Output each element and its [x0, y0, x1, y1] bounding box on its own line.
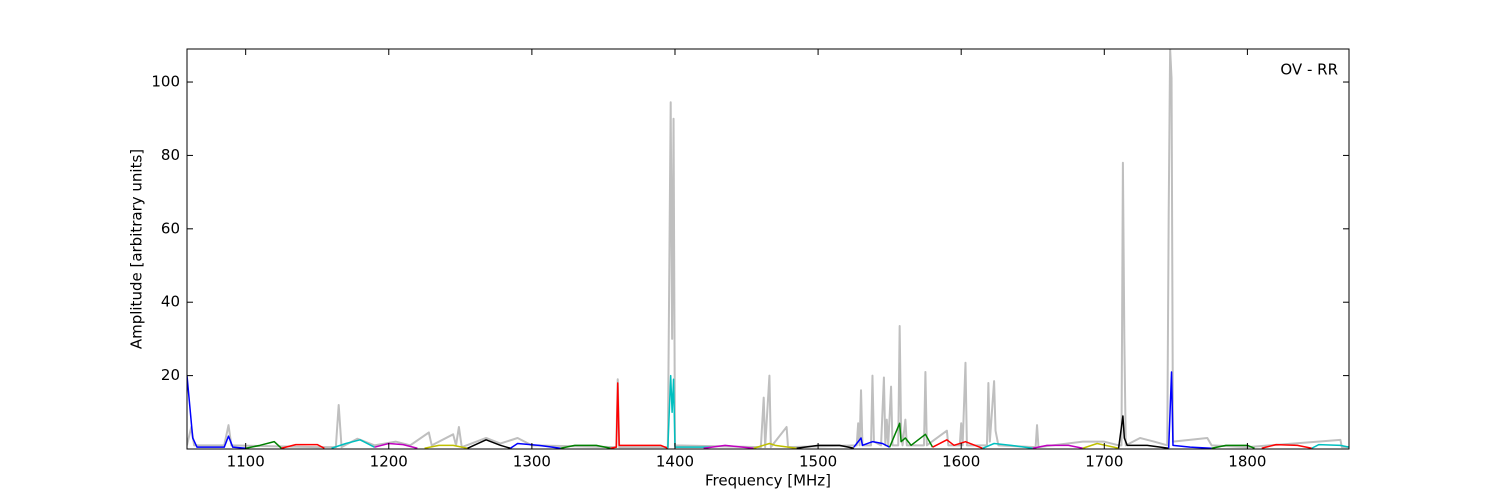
x-tick-label: 1600 [942, 453, 980, 471]
series-line [853, 437, 890, 448]
series-line [1082, 442, 1119, 449]
series-line [982, 442, 1033, 449]
annotation: OV - RR [1280, 61, 1338, 79]
series-line [281, 443, 325, 449]
series-line [509, 442, 561, 449]
series-line [187, 375, 246, 449]
plot-lines [187, 49, 1349, 449]
series-line [560, 444, 611, 449]
y-tick-label: 80 [161, 146, 180, 164]
series-line [796, 444, 855, 449]
y-tick-label: 20 [161, 366, 180, 384]
x-tick-label: 1700 [1085, 453, 1123, 471]
series-line [888, 422, 934, 448]
y-axis-label: Amplitude [arbitrary units] [128, 149, 146, 349]
series-line [1117, 415, 1169, 449]
series-line [331, 439, 375, 449]
series-line [1167, 371, 1212, 449]
series-line [1261, 443, 1312, 449]
y-tick-label: 100 [151, 73, 180, 91]
series-line [703, 444, 754, 449]
y-tick-label: 60 [161, 219, 180, 237]
x-tick-label: 1300 [513, 453, 551, 471]
y-tick-label: 40 [161, 293, 180, 311]
series-line [1211, 444, 1255, 449]
series-line [1032, 444, 1083, 449]
x-axis-label: Frequency [MHz] [705, 472, 831, 490]
series-line [374, 442, 418, 449]
series-line [245, 440, 282, 449]
series-line [753, 442, 797, 449]
series-line [610, 382, 669, 449]
x-tick-label: 1400 [656, 453, 694, 471]
x-tick-label: 1100 [227, 453, 265, 471]
x-tick-label: 1200 [370, 453, 408, 471]
x-tick-label: 1800 [1228, 453, 1266, 471]
plot-frame [186, 48, 1350, 450]
x-tick-label: 1500 [799, 453, 837, 471]
series-line [1311, 443, 1349, 449]
series-line [932, 439, 983, 449]
series-line [467, 439, 511, 449]
series-line [667, 374, 711, 449]
series-line [424, 444, 468, 449]
